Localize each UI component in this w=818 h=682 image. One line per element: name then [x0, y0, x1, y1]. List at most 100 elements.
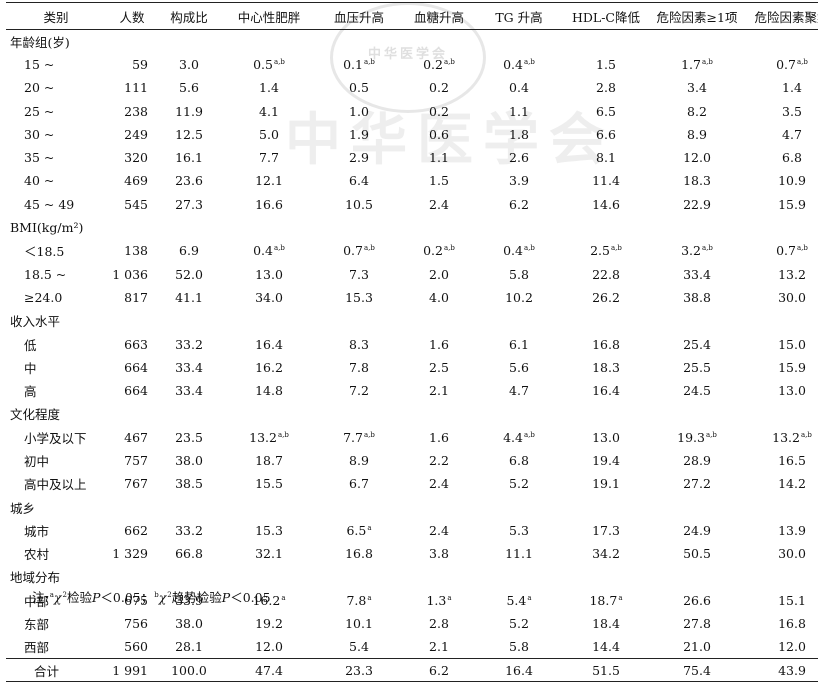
table-cell: 2.2: [400, 449, 478, 472]
table-cell: 16.8: [742, 612, 818, 635]
cell-value: 1.6: [429, 429, 449, 445]
row-label: 城市: [24, 523, 50, 539]
table-cell: 7.3: [318, 262, 400, 285]
cell-value: 6.5: [596, 103, 616, 119]
table-cell: 817: [106, 286, 158, 309]
header-proportion: 构成比: [158, 2, 220, 30]
cell-value: 15.3: [345, 289, 373, 305]
table-row: ＜18.5 138 6.9 0.4a,b 0.7a,b 0.2a,b 0.4a,b 2.5a,…: [6, 239, 818, 262]
total-label: 合计: [6, 658, 106, 682]
cell-value: 1 036: [112, 266, 148, 282]
significance-mark: a: [367, 523, 372, 532]
table-cell: 1.4: [220, 76, 318, 99]
cell-value: 469: [124, 173, 148, 189]
cell-value: 27.3: [175, 196, 203, 212]
cell-value: 13.2: [778, 266, 806, 282]
cell-value: 4.4: [503, 429, 523, 445]
cell-value: 16.4: [255, 336, 283, 352]
footnote-cond-a: ＜0.05；: [100, 590, 154, 605]
table-cell: 15.0: [742, 332, 818, 355]
table-row: 45 ~ 49 545 27.3 16.6 10.5 2.4 6.2 14.6 22.9 15.9: [6, 193, 818, 216]
table-cell: 16.8: [560, 332, 652, 355]
table-row: 35 ~ 320 16.1 7.7 2.9 1.1 2.6 8.1 12.0 6.8: [6, 146, 818, 169]
table-cell: 26.6: [652, 589, 742, 612]
cell-value: 6.8: [782, 150, 802, 166]
cell-value: 0.6: [429, 126, 449, 142]
table-cell: 138: [106, 239, 158, 262]
significance-mark: a: [447, 593, 452, 602]
cell-value: 2.5: [429, 359, 449, 375]
table-cell: 0.4a,b: [478, 53, 560, 76]
cell-value: 11.9: [175, 103, 203, 119]
cell-value: 0.5: [349, 80, 369, 96]
footnote-mark-a: a: [49, 591, 54, 599]
table-cell: 238: [106, 99, 158, 122]
table-cell: 12.0: [742, 635, 818, 658]
cell-value: 27.2: [683, 476, 711, 492]
table-cell: 13.2a,b: [220, 426, 318, 449]
table-cell: 25.5: [652, 356, 742, 379]
cell-value: 12.0: [778, 639, 806, 655]
cell-value: 11.1: [505, 546, 533, 562]
row-label: 初中: [24, 453, 50, 469]
group-title-row: 城乡: [6, 495, 818, 518]
group-title-row: 收入水平: [6, 309, 818, 332]
table-cell: 12.1: [220, 169, 318, 192]
cell-value: 0.5: [253, 56, 273, 72]
table-cell: 15.5: [220, 472, 318, 495]
cell-value: 2.4: [429, 476, 449, 492]
cell-value: 3.0: [179, 56, 199, 72]
cell-value: 1.4: [259, 80, 279, 96]
cell-value: 15.3: [255, 522, 283, 538]
header-high-tg: TG 升高: [478, 2, 560, 30]
cell-value: 13.2: [772, 429, 800, 445]
table-cell: 6.1: [478, 332, 560, 355]
cell-value: 6.4: [349, 173, 369, 189]
table-cell: 18.3: [560, 356, 652, 379]
table-cell: 0.2a,b: [400, 239, 478, 262]
row-label: 中: [24, 360, 37, 376]
table-cell: 2.9: [318, 146, 400, 169]
cell-value: 0.2: [423, 243, 443, 259]
significance-mark: a,b: [364, 430, 375, 439]
table-cell: 12.0: [220, 635, 318, 658]
significance-mark: a,b: [611, 244, 622, 253]
cell-value: 16.5: [778, 452, 806, 468]
cell-value: 4.7: [782, 126, 802, 142]
table-cell: 4.7: [478, 379, 560, 402]
table-cell: 16.5: [742, 449, 818, 472]
table-cell: 0.4: [478, 76, 560, 99]
row-label: ≥24.0: [24, 289, 63, 305]
cell-value: 25.5: [683, 359, 711, 375]
footnote-test-a: 检验: [66, 590, 92, 605]
table-cell: 15.3: [220, 519, 318, 542]
cell-value: 0.2: [423, 56, 443, 72]
cell-value: 12.1: [255, 173, 283, 189]
cell-value: 50.5: [683, 546, 711, 562]
cell-value: 757: [124, 452, 148, 468]
table-cell: 41.1: [158, 286, 220, 309]
row-label: 中部: [24, 593, 50, 609]
table-row: 东部 756 38.0 19.2 10.1 2.8 5.2 18.4 27.8 16.8: [6, 612, 818, 635]
cell-value: 8.9: [349, 452, 369, 468]
cell-value: 138: [124, 243, 148, 259]
group-title-row: BMI(kg/m²): [6, 216, 818, 239]
society-watermark: 中华医学会: [285, 107, 615, 173]
cell-value: 10.1: [345, 616, 373, 632]
table-cell: 13.0: [220, 262, 318, 285]
table-cell: 0.7a,b: [742, 53, 818, 76]
cell-value: 1 329: [112, 546, 148, 562]
header-count: 人数: [106, 2, 158, 30]
table-cell: 1 036: [106, 262, 158, 285]
table-cell: 2.6: [478, 146, 560, 169]
table-cell: 6.5: [560, 99, 652, 122]
table-cell: 756: [106, 612, 158, 635]
table-cell: 5.8: [478, 635, 560, 658]
cell-value: 21.0: [683, 639, 711, 655]
cell-value: 12.0: [255, 639, 283, 655]
cell-value: 0.4: [503, 56, 523, 72]
cell-value: 11.4: [592, 173, 620, 189]
footnote-label: 注:: [32, 590, 49, 605]
cell-value: 663: [124, 336, 148, 352]
table-cell: 23.5: [158, 426, 220, 449]
